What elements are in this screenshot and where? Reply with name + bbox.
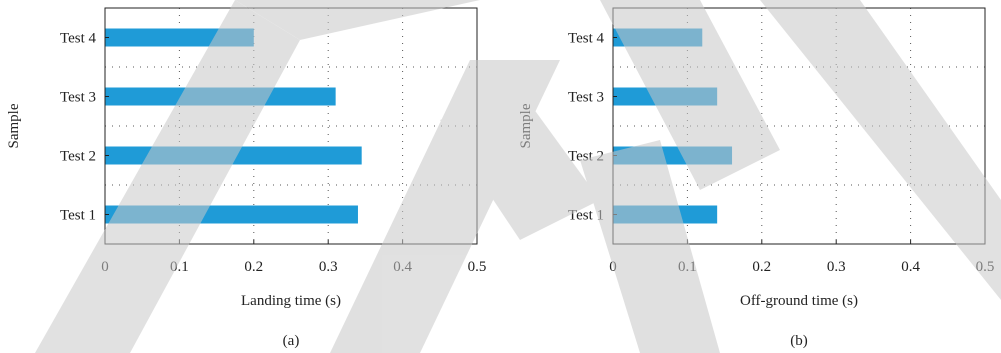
- watermark: [35, 0, 1001, 353]
- watermark-stroke: [440, 90, 600, 240]
- watermark-stroke: [760, 0, 1001, 300]
- y-tick-label: Test 2: [60, 149, 96, 165]
- y-tick-label: Test 4: [60, 31, 97, 47]
- x-tick-label: 0.2: [244, 259, 263, 275]
- watermark-stroke: [35, 0, 300, 353]
- y-tick-label: Test 1: [60, 208, 96, 224]
- y-tick-label: Test 4: [568, 31, 605, 47]
- y-axis-label: Sample: [6, 103, 22, 148]
- panel-caption: (a): [283, 333, 300, 349]
- y-tick-label: Test 3: [60, 90, 96, 106]
- watermark-stroke: [235, 0, 480, 40]
- x-tick-label: 0: [609, 259, 617, 275]
- watermark-stroke: [580, 140, 720, 353]
- x-tick-label: 0.5: [468, 259, 487, 275]
- y-tick-label: Test 3: [568, 90, 604, 106]
- x-tick-label: 0.3: [319, 259, 338, 275]
- x-tick-label: 0.3: [827, 259, 846, 275]
- x-tick-label: 0.4: [901, 259, 920, 275]
- x-axis-label: Landing time (s): [241, 293, 341, 309]
- x-axis-label: Off-ground time (s): [740, 293, 858, 309]
- watermark-stroke: [600, 0, 780, 190]
- x-tick-label: 0.2: [752, 259, 771, 275]
- panel-caption: (b): [790, 333, 808, 349]
